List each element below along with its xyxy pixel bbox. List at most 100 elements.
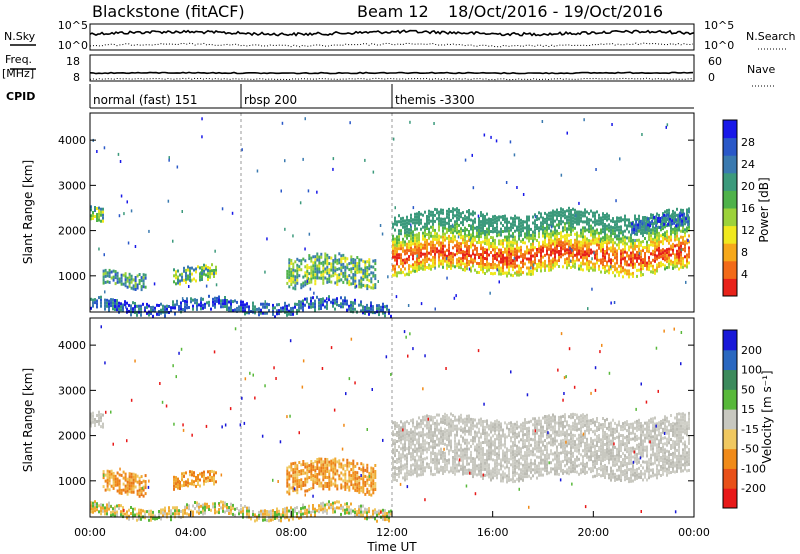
echo-pixel — [370, 493, 373, 497]
echo-pixel — [534, 219, 536, 223]
echo-pixel — [432, 225, 434, 229]
echo-pixel — [94, 209, 96, 212]
echo-pixel — [620, 228, 622, 232]
echo-pixel — [554, 210, 556, 214]
echo-pixel — [410, 264, 412, 268]
echo-pixel — [464, 265, 466, 269]
echo-pixel — [546, 231, 548, 235]
echo-pixel — [618, 246, 620, 250]
echo-pixel — [402, 264, 404, 268]
echo-pixel — [234, 507, 236, 511]
echo-pixel — [362, 466, 365, 470]
echo-pixel — [334, 472, 337, 476]
echo-pixel — [448, 434, 450, 438]
echo-pixel — [394, 222, 396, 226]
echo-pixel — [626, 254, 628, 258]
echo-pixel — [540, 260, 542, 264]
freq-tick-top: 18 — [66, 55, 80, 68]
echo-pixel — [394, 219, 396, 223]
echo-pixel — [456, 252, 458, 256]
echo-pixel — [586, 240, 588, 244]
echo-pixel — [134, 479, 137, 483]
echo-pixel — [426, 242, 428, 245]
echo-pixel — [616, 249, 618, 253]
scatter-point — [123, 212, 125, 216]
echo-pixel — [642, 225, 644, 229]
echo-pixel — [412, 463, 414, 467]
echo-pixel — [114, 514, 116, 518]
echo-pixel — [654, 217, 656, 221]
echo-pixel — [352, 276, 355, 279]
echo-pixel — [498, 218, 500, 222]
echo-pixel — [200, 504, 202, 508]
echo-pixel — [644, 258, 646, 261]
echo-pixel — [328, 280, 331, 284]
echo-pixel — [612, 253, 614, 257]
scatter-point — [513, 153, 516, 157]
echo-pixel — [500, 227, 502, 231]
echo-pixel — [98, 209, 100, 213]
echo-pixel — [199, 484, 201, 488]
echo-pixel — [404, 228, 406, 232]
echo-pixel — [116, 280, 119, 284]
echo-pixel — [144, 306, 146, 310]
echo-pixel — [434, 219, 436, 223]
echo-pixel — [388, 308, 390, 312]
echo-pixel — [434, 261, 436, 265]
echo-pixel — [183, 474, 185, 478]
echo-pixel — [174, 512, 176, 516]
echo-pixel — [600, 258, 602, 262]
echo-pixel — [442, 259, 444, 263]
echo-pixel — [450, 418, 452, 422]
echo-pixel — [652, 252, 654, 256]
echo-pixel — [96, 502, 98, 506]
echo-pixel — [482, 225, 484, 229]
echo-pixel — [450, 263, 452, 267]
echo-pixel — [480, 229, 482, 233]
echo-pixel — [408, 451, 410, 455]
echo-pixel — [622, 230, 624, 234]
echo-pixel — [422, 415, 424, 419]
echo-pixel — [428, 445, 430, 448]
echo-pixel — [98, 413, 100, 417]
echo-pixel — [486, 257, 488, 261]
echo-pixel — [448, 216, 450, 220]
echo-pixel — [626, 260, 628, 264]
echo-band — [173, 263, 217, 286]
echo-pixel — [424, 433, 426, 437]
echo-pixel — [140, 481, 143, 485]
echo-pixel — [544, 259, 546, 263]
echo-pixel — [130, 506, 132, 509]
echo-pixel — [430, 439, 432, 443]
echo-pixel — [116, 274, 119, 278]
echo-pixel — [440, 211, 442, 215]
echo-pixel — [418, 446, 420, 450]
echo-pixel — [482, 255, 484, 259]
echo-pixel — [472, 436, 474, 440]
echo-pixel — [464, 471, 466, 475]
echo-pixel — [370, 487, 373, 491]
echo-pixel — [148, 512, 150, 516]
echo-pixel — [222, 305, 224, 309]
echo-pixel — [594, 223, 596, 227]
echo-pixel — [628, 272, 630, 276]
echo-pixel — [272, 512, 274, 516]
echo-pixel — [400, 241, 402, 245]
echo-pixel — [592, 232, 594, 236]
echo-pixel — [230, 505, 232, 509]
echo-pixel — [442, 241, 444, 245]
echo-pixel — [187, 481, 189, 485]
echo-pixel — [183, 471, 185, 475]
echo-pixel — [456, 228, 458, 232]
echo-pixel — [162, 514, 164, 518]
echo-pixel — [177, 269, 179, 273]
echo-pixel — [292, 489, 295, 493]
echo-pixel — [368, 477, 371, 481]
echo-pixel — [402, 258, 404, 262]
colorbar-tick-label: 8 — [741, 246, 748, 259]
echo-pixel — [306, 471, 309, 475]
echo-pixel — [458, 262, 460, 266]
echo-pixel — [456, 243, 458, 247]
echo-pixel — [358, 475, 361, 479]
echo-pixel — [130, 280, 133, 284]
